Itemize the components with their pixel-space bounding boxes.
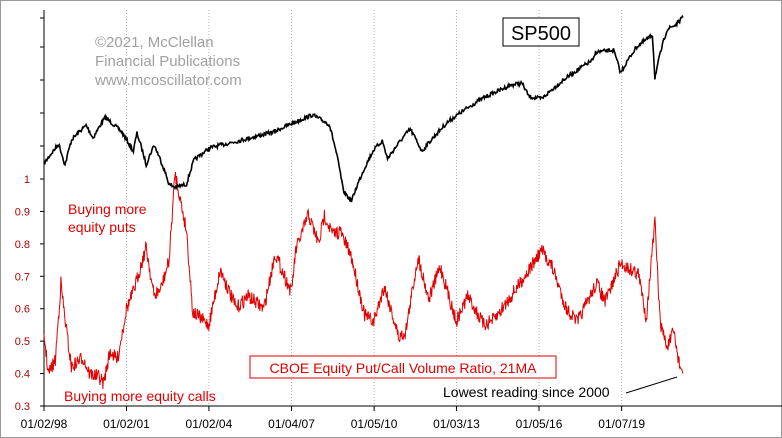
putcall-legend-label: CBOE Equity Put/Call Volume Ratio, 21MA xyxy=(270,360,538,376)
y-tick-label: 0.9 xyxy=(15,206,30,218)
x-tick-label: 01/02/04 xyxy=(186,417,233,431)
annotation-lowest-pointer xyxy=(625,376,678,394)
annotation-lowest: Lowest reading since 2000 xyxy=(443,384,610,400)
x-tick-label: 01/07/19 xyxy=(598,417,645,431)
y-tick-labels: 0.3 0.4 0.5 0.6 0.7 0.8 0.9 1 xyxy=(15,174,30,413)
x-tick-label: 01/02/98 xyxy=(21,417,68,431)
sp500-legend-box xyxy=(502,17,580,47)
x-tick-label: 01/05/16 xyxy=(516,417,563,431)
y-tick-label: 0.3 xyxy=(15,401,30,413)
x-tick-label: 01/04/07 xyxy=(268,417,315,431)
sp500-legend-label: SP500 xyxy=(511,23,571,45)
annotation-puts-line-2: equity puts xyxy=(68,219,136,235)
axis-ticks xyxy=(40,17,623,411)
annotation-calls: Buying more equity calls xyxy=(64,388,216,404)
putcall-legend-box xyxy=(249,355,557,379)
y-tick-label: 0.8 xyxy=(15,239,30,251)
x-tick-labels: 01/02/98 01/02/01 01/02/04 01/04/07 01/05/10… xyxy=(21,417,646,431)
y-tick-label: 1 xyxy=(24,174,30,186)
y-tick-label: 0.5 xyxy=(15,336,30,348)
credit-line-3: www.mcoscillator.com xyxy=(94,72,242,89)
credit-line-1: ©2021, McClellan xyxy=(95,34,214,51)
x-tick-label: 01/03/13 xyxy=(433,417,480,431)
y-tick-label: 0.6 xyxy=(15,304,30,316)
annotation-puts-line-1: Buying more xyxy=(68,201,147,217)
y-tick-label: 0.4 xyxy=(15,369,30,381)
x-tick-label: 01/02/01 xyxy=(103,417,150,431)
sp500-series-line xyxy=(43,14,684,203)
y-tick-label: 0.7 xyxy=(15,271,30,283)
x-tick-label: 01/05/10 xyxy=(351,417,398,431)
putcall-series-line xyxy=(43,171,684,390)
credit-line-2: Financial Publications xyxy=(95,53,240,70)
